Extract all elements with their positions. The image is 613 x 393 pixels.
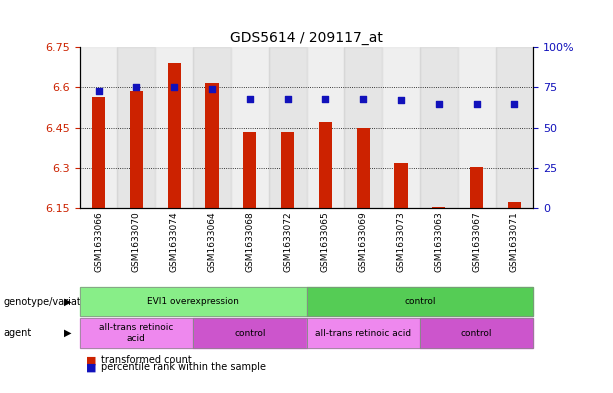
Bar — [357, 128, 370, 208]
Point — [207, 86, 217, 92]
Bar — [345, 47, 382, 208]
Point — [358, 95, 368, 102]
Bar — [394, 163, 408, 208]
Text: ▶: ▶ — [64, 328, 71, 338]
Point — [434, 101, 444, 107]
Text: control: control — [404, 297, 436, 306]
Bar — [306, 47, 345, 208]
Point — [472, 101, 482, 107]
Bar — [319, 122, 332, 208]
Text: all-trans retinoic acid: all-trans retinoic acid — [315, 329, 411, 338]
Text: ■: ■ — [86, 362, 96, 373]
Text: control: control — [461, 329, 492, 338]
Text: agent: agent — [3, 328, 31, 338]
Text: all-trans retinoic
acid: all-trans retinoic acid — [99, 323, 173, 343]
Bar — [118, 47, 155, 208]
Point — [94, 88, 104, 94]
Bar — [231, 47, 268, 208]
Text: genotype/variation: genotype/variation — [3, 297, 96, 307]
Bar — [243, 132, 256, 208]
Bar — [470, 167, 483, 208]
Bar — [508, 202, 521, 208]
Point — [131, 84, 141, 90]
Bar — [432, 207, 446, 208]
Point — [396, 97, 406, 103]
Bar — [155, 47, 193, 208]
Bar — [382, 47, 420, 208]
Bar — [281, 132, 294, 208]
Bar — [193, 47, 231, 208]
Point — [283, 95, 292, 102]
Bar — [268, 47, 306, 208]
Text: transformed count: transformed count — [101, 355, 192, 365]
Bar — [495, 47, 533, 208]
Point — [169, 84, 179, 90]
Bar — [80, 47, 118, 208]
Text: control: control — [234, 329, 265, 338]
Bar — [167, 63, 181, 208]
Point — [321, 95, 330, 102]
Bar — [130, 92, 143, 208]
Text: ▶: ▶ — [64, 297, 71, 307]
Bar — [458, 47, 495, 208]
Text: percentile rank within the sample: percentile rank within the sample — [101, 362, 266, 373]
Point — [245, 95, 255, 102]
Bar — [92, 97, 105, 208]
Text: EVI1 overexpression: EVI1 overexpression — [147, 297, 239, 306]
Title: GDS5614 / 209117_at: GDS5614 / 209117_at — [230, 31, 383, 45]
Bar — [420, 47, 458, 208]
Point — [509, 101, 519, 107]
Bar — [205, 83, 219, 208]
Text: ■: ■ — [86, 355, 96, 365]
